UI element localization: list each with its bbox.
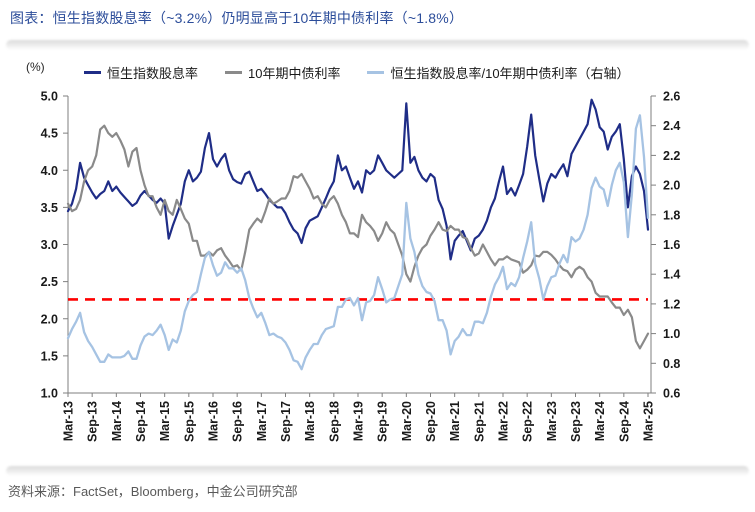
y-axis-right-tick-label: 2.2 — [663, 149, 680, 163]
x-axis-tick-label: Mar-22 — [497, 401, 511, 441]
y-axis-left-tick-label: 1.5 — [41, 349, 58, 363]
legend-item-hsi-dividend-yield: 恒生指数股息率 — [84, 63, 198, 82]
y-axis-left-tick-label: 1.0 — [41, 387, 58, 401]
x-axis-tick-label: Sep-23 — [569, 401, 583, 442]
y-axis-right-tick-label: 0.6 — [663, 387, 680, 401]
y-axis-right-tick-label: 1.4 — [663, 268, 680, 282]
y-axis-left-tick-label: 2.0 — [41, 312, 58, 326]
y-axis-right-tick-label: 1.2 — [663, 297, 680, 311]
y-axis-right-tick-label: 2.6 — [663, 90, 680, 104]
x-axis-tick-label: Mar-17 — [255, 401, 269, 441]
x-axis-tick-label: Sep-17 — [279, 401, 293, 442]
chart-title: 图表：恒生指数股息率（~3.2%）仍明显高于10年期中债利率（~1.8%） — [10, 10, 464, 26]
y-axis-left-tick-label: 4.5 — [41, 127, 58, 141]
x-axis-tick-label: Mar-24 — [593, 401, 607, 441]
series-line-cgb-10y-yield — [66, 124, 650, 350]
left-axis-unit-label: (%) — [26, 60, 45, 74]
bottom-divider — [6, 466, 749, 476]
y-axis-right-tick-label: 1.6 — [663, 238, 680, 252]
x-axis-tick-label: Sep-16 — [231, 401, 245, 442]
x-axis-tick-label: Sep-13 — [86, 401, 100, 442]
source-note: 资料来源：FactSet，Bloomberg，中金公司研究部 — [8, 484, 298, 499]
x-axis-tick-label: Mar-23 — [545, 401, 559, 441]
legend-label-cgb-10y-yield: 10年期中债利率 — [248, 66, 341, 81]
y-axis-left-tick-label: 4.0 — [41, 164, 58, 178]
legend-item-yield-ratio: 恒生指数股息率/10年期中债利率（右轴） — [367, 63, 630, 82]
y-axis-left-tick-label: 2.5 — [41, 275, 58, 289]
chart-legend: 恒生指数股息率 10年期中债利率 恒生指数股息率/10年期中债利率（右轴） — [84, 63, 630, 82]
series-line-yield-ratio — [66, 114, 650, 371]
y-axis-right-tick-label: 1.8 — [663, 208, 680, 222]
top-divider — [6, 40, 749, 50]
legend-item-cgb-10y-yield: 10年期中债利率 — [225, 63, 340, 82]
x-axis-tick-label: Sep-24 — [617, 401, 631, 442]
legend-marker-hsi-dividend-yield — [84, 71, 101, 74]
x-axis-tick-label: Mar-20 — [400, 401, 414, 441]
x-axis-tick-label: Mar-14 — [110, 401, 124, 441]
x-axis-tick-label: Sep-19 — [376, 401, 390, 442]
y-axis-left-tick-label: 3.0 — [41, 238, 58, 252]
y-axis-right-tick-label: 2.4 — [663, 119, 680, 133]
y-axis-left-tick-label: 3.5 — [41, 201, 58, 215]
y-axis-right-tick-label: 2.0 — [663, 179, 680, 193]
y-axis-left-tick-label: 5.0 — [41, 90, 58, 104]
x-axis-tick-label: Sep-20 — [424, 401, 438, 442]
legend-marker-cgb-10y-yield — [225, 71, 243, 74]
x-axis-tick-label: Mar-21 — [448, 401, 462, 441]
y-axis-right-tick-label: 0.8 — [663, 357, 680, 371]
y-axis-right-tick-label: 1.0 — [663, 327, 680, 341]
x-axis-tick-label: Sep-18 — [327, 401, 341, 442]
x-axis-tick-label: Mar-18 — [303, 401, 317, 441]
x-axis-tick-label: Mar-15 — [158, 401, 172, 441]
x-axis-tick-label: Mar-25 — [642, 401, 656, 441]
x-axis-tick-label: Mar-19 — [352, 401, 366, 441]
x-axis-tick-label: Mar-16 — [207, 401, 221, 441]
legend-label-yield-ratio: 恒生指数股息率/10年期中债利率（右轴） — [390, 66, 630, 81]
x-axis-tick-label: Sep-14 — [134, 401, 148, 442]
x-axis-tick-label: Sep-21 — [472, 401, 486, 442]
x-axis-tick-label: Sep-22 — [521, 401, 535, 442]
legend-label-hsi-dividend-yield: 恒生指数股息率 — [107, 66, 199, 81]
x-axis-tick-label: Sep-15 — [182, 401, 196, 442]
legend-marker-yield-ratio — [367, 71, 385, 74]
x-axis-tick-label: Mar-13 — [62, 401, 76, 441]
